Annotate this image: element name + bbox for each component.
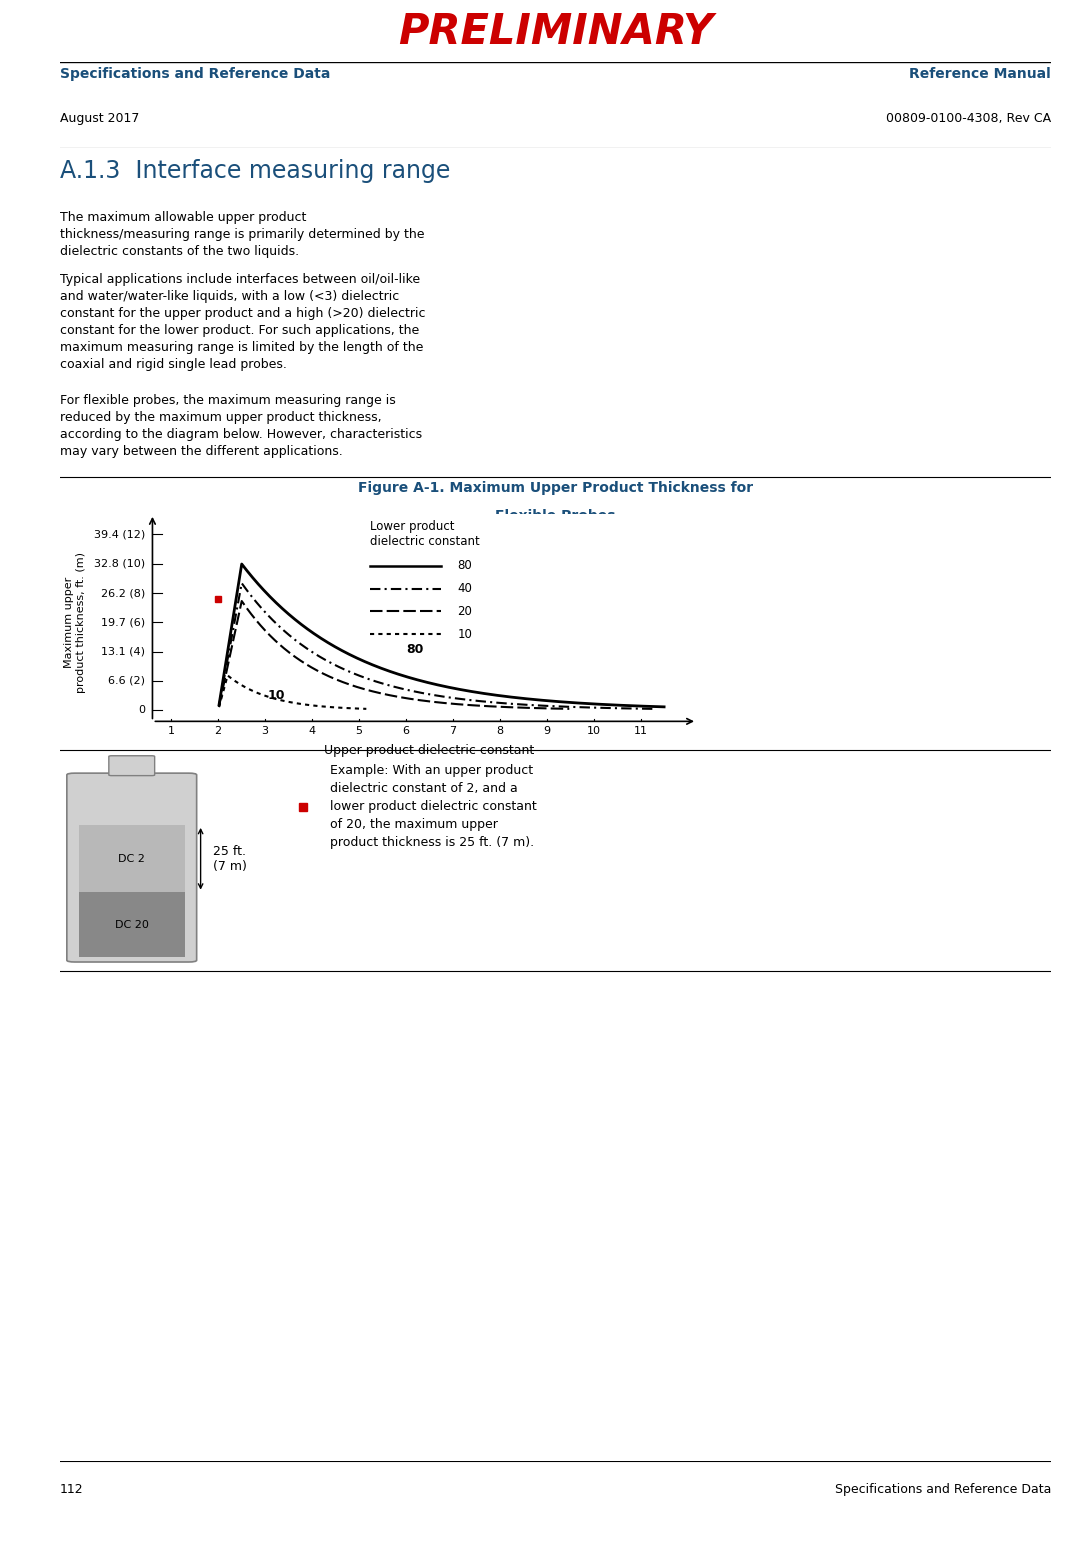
Point	[136, 700, 149, 718]
Text: 10: 10	[268, 690, 285, 703]
Text: 1: 1	[168, 726, 174, 735]
Point	[136, 698, 149, 717]
Point	[143, 698, 156, 717]
Text: Figure A-1. Maximum Upper Product Thickness for: Figure A-1. Maximum Upper Product Thickn…	[358, 481, 752, 495]
Text: 00809-0100-4308, Rev CA: 00809-0100-4308, Rev CA	[885, 112, 1051, 125]
Text: PRELIMINARY: PRELIMINARY	[397, 11, 713, 53]
Text: Flexible Probes: Flexible Probes	[495, 509, 615, 523]
Text: Specifications and Reference Data: Specifications and Reference Data	[60, 67, 330, 81]
Point	[143, 700, 156, 718]
Text: 80: 80	[457, 559, 473, 572]
Text: 0: 0	[138, 706, 146, 715]
Text: 3: 3	[261, 726, 269, 735]
Text: 10: 10	[457, 628, 473, 640]
Bar	[78, 826, 185, 893]
Text: Example: With an upper product
dielectric constant of 2, and a
lower product die: Example: With an upper product dielectri…	[330, 763, 537, 849]
Text: 40: 40	[457, 583, 473, 595]
Text: 8: 8	[497, 726, 503, 735]
Point	[136, 698, 149, 717]
Text: 19.7 (6): 19.7 (6)	[101, 617, 146, 628]
Bar	[78, 891, 185, 958]
Text: 10: 10	[587, 726, 601, 735]
Text: 32.8 (10): 32.8 (10)	[95, 559, 146, 569]
Text: A.1.3  Interface measuring range: A.1.3 Interface measuring range	[60, 159, 450, 182]
Text: The maximum allowable upper product
thickness/measuring range is primarily deter: The maximum allowable upper product thic…	[60, 212, 425, 259]
Text: Maximum upper
product thickness, ft. (m): Maximum upper product thickness, ft. (m)	[64, 552, 86, 693]
Text: 25 ft.
(7 m): 25 ft. (7 m)	[212, 844, 246, 872]
Point	[143, 698, 156, 717]
Text: 6: 6	[403, 726, 409, 735]
Point	[136, 698, 149, 717]
Text: 9: 9	[543, 726, 550, 735]
Text: 20: 20	[457, 605, 473, 619]
Text: 11: 11	[634, 726, 648, 735]
Text: 7: 7	[450, 726, 456, 735]
Text: Lower product
dielectric constant: Lower product dielectric constant	[370, 520, 480, 548]
FancyBboxPatch shape	[109, 756, 155, 776]
Text: 39.4 (12): 39.4 (12)	[94, 530, 146, 539]
Text: 13.1 (4): 13.1 (4)	[101, 647, 146, 657]
Text: August 2017: August 2017	[60, 112, 139, 125]
Text: 112: 112	[60, 1483, 84, 1496]
Text: 2: 2	[215, 726, 222, 735]
Text: Typical applications include interfaces between oil/oil-like
and water/water-lik: Typical applications include interfaces …	[60, 273, 426, 371]
Text: DC 20: DC 20	[114, 919, 149, 930]
Point	[143, 698, 156, 717]
Text: For flexible probes, the maximum measuring range is
reduced by the maximum upper: For flexible probes, the maximum measuri…	[60, 394, 423, 458]
Text: Upper product dielectric constant: Upper product dielectric constant	[325, 743, 535, 757]
Text: DC 2: DC 2	[119, 854, 145, 863]
Text: 5: 5	[355, 726, 363, 735]
Text: Specifications and Reference Data: Specifications and Reference Data	[834, 1483, 1051, 1496]
Text: 26.2 (8): 26.2 (8)	[101, 589, 146, 598]
Text: 80: 80	[406, 643, 424, 656]
FancyBboxPatch shape	[66, 773, 197, 961]
Text: 6.6 (2): 6.6 (2)	[109, 676, 146, 686]
Text: 4: 4	[308, 726, 316, 735]
Text: Reference Manual: Reference Manual	[909, 67, 1051, 81]
